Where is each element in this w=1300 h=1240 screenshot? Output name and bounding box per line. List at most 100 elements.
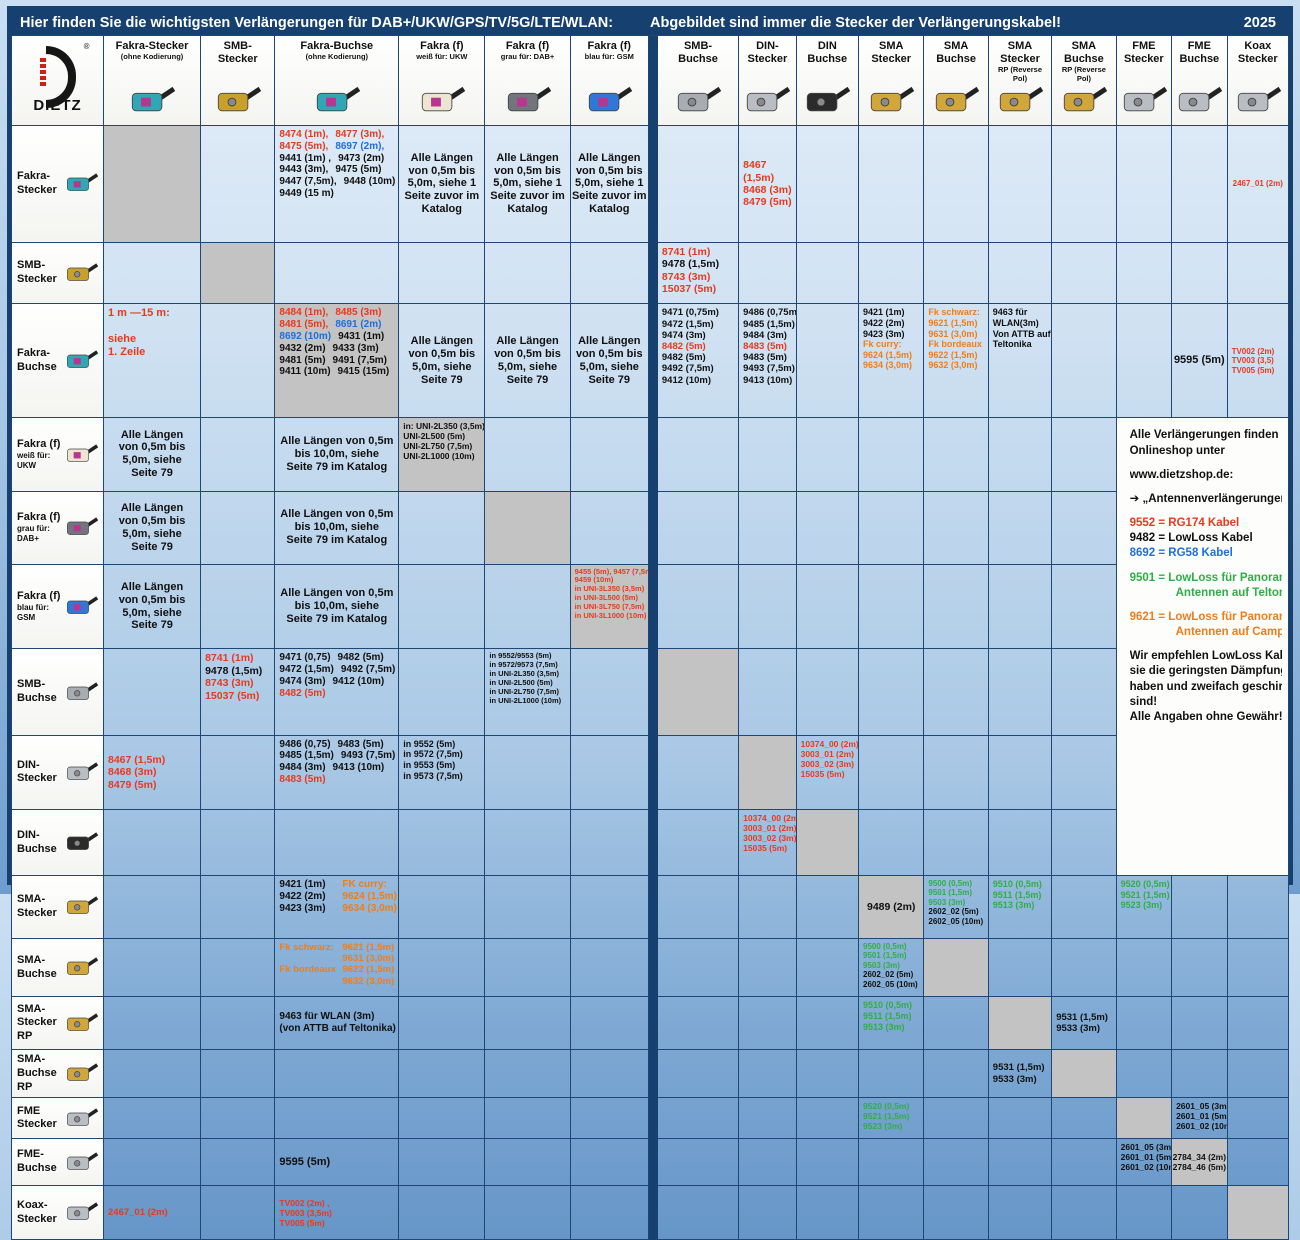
row-label-text: Fakra- Stecker [17, 170, 57, 196]
cell-fme-buchse-x-sma-stecker [859, 1139, 925, 1187]
fme-buchse-row-icon [67, 1152, 98, 1170]
row-label-din-buchse: DIN- Buchse [12, 810, 104, 877]
col-header-label: Koax [1244, 40, 1272, 52]
col-header-sma-stecker: SMA Stecker [859, 36, 925, 126]
col-header-label: Buchse [936, 53, 976, 66]
cell-fakra-buchse-x-smb-stecker [201, 304, 276, 419]
cell-fakra-buchse-x-smb-buchse: 9471 (0,75m) 9472 (1,5m) 9474 (3m) 8482 (5m… [657, 304, 740, 419]
cell-sma-buchse-x-fakra-stecker [104, 938, 202, 998]
fakra-stecker-icon [131, 86, 176, 112]
row-label-text: SMA- Buchse RP [17, 1053, 57, 1093]
cell-fakra-f-gsm-x-smb-stecker [201, 564, 276, 650]
cell-din-stecker-x-fakra-buchse: 9486 (0,75) 9483 (5m) 9485 (1,5m) 9493 (7,5… [275, 735, 400, 811]
info-line: haben und zweifach geschirmt [1129, 680, 1282, 693]
info-line: sie die geringsten Dämpfungen [1129, 665, 1282, 678]
cell-fakra-buchse-x-koax-stecker: TV002 (2m) TV003 (3,5) TV005 (5m) [1227, 304, 1289, 419]
din-stecker-icon [747, 86, 791, 112]
cell-fme-stecker-x-sma-buchse [924, 1098, 989, 1140]
cell-fakra-f-ukw-x-fakra-stecker: Alle Längen von 0,5m bis 5,0m, siehe Seite … [104, 418, 202, 492]
cell-fme-stecker-x-fakra-f-dab [485, 1098, 571, 1140]
cell-fakra-f-dab-x-din-stecker [739, 491, 797, 565]
cell-fme-stecker-x-fakra-stecker [104, 1098, 202, 1140]
col-header-fme-buchse: FME Buchse [1172, 36, 1228, 126]
dietzshop-link[interactable]: www.dietzshop.de: [1129, 468, 1234, 481]
row-label-fakra-buchse: Fakra- Buchse [12, 304, 104, 419]
fme-stecker-row-icon [67, 1108, 98, 1126]
title-right: Abgebildet sind immer die Stecker der Ve… [650, 14, 1061, 31]
cell-fakra-stecker-x-fme-stecker [1116, 126, 1173, 243]
cell-fakra-f-ukw-x-smb-stecker [201, 418, 276, 492]
cell-koax-stecker-x-koax-stecker [1227, 1186, 1289, 1240]
cell-fakra-f-gsm-x-sma-buchse-rp [1052, 564, 1117, 650]
cell-fakra-buchse-x-fakra-buchse: 8484 (1m), 8485 (3m) 8481 (5m), 8691 (2m) 86… [275, 304, 400, 419]
cell-smb-buchse-x-fakra-f-gsm [570, 649, 649, 736]
row-label-smb-stecker: SMB- Stecker [12, 242, 104, 305]
cell-din-stecker-x-din-buchse: 10374_00 (2m) 3003_01 (2m) 3003_02 (3m) 150… [796, 735, 860, 811]
cell-sma-stecker-x-sma-stecker-rp: 9510 (0,5m) 9511 (1,5m) 9513 (3m) [988, 876, 1053, 939]
cell-sma-buchse-rp-x-smb-stecker [201, 1050, 276, 1099]
cell-din-buchse-x-smb-stecker [201, 810, 276, 877]
cell-smb-stecker-x-sma-buchse-rp [1052, 242, 1117, 305]
cell-din-buchse-x-fakra-f-gsm [570, 810, 649, 877]
cell-fakra-f-ukw-x-smb-buchse [657, 418, 740, 492]
sma-buchse-icon [935, 86, 980, 112]
cell-koax-stecker-x-sma-buchse [924, 1186, 989, 1240]
col-header-label: Buchse [678, 53, 718, 66]
cell-fakra-stecker-x-sma-stecker-rp [988, 126, 1053, 243]
cell-din-stecker-x-sma-buchse-rp [1052, 735, 1117, 811]
cell-koax-stecker-x-fme-buchse [1172, 1186, 1228, 1240]
cell-sma-buchse-x-sma-stecker: 9500 (0,5m) 9501 (1,5m) 9503 (3m) 2602_02 (… [859, 938, 925, 998]
cell-fakra-stecker-x-sma-stecker [859, 126, 925, 243]
cell-fme-buchse-x-sma-buchse-rp [1052, 1139, 1117, 1187]
cell-fakra-f-ukw-x-din-buchse [796, 418, 860, 492]
sma-stecker-rp-row-icon [67, 1013, 98, 1031]
cell-fakra-f-ukw-x-sma-stecker-rp [988, 418, 1053, 492]
row-label-text: Fakra- Buchse [17, 347, 57, 373]
fakra-f-ukw-icon [421, 86, 465, 112]
cell-sma-buchse-rp-x-sma-buchse [924, 1050, 989, 1099]
cell-fakra-buchse-x-din-buchse [796, 304, 860, 419]
col-header-label: Fakra (f) [587, 40, 631, 52]
cell-smb-stecker-x-fakra-buchse [275, 242, 400, 305]
cell-sma-buchse-x-fme-buchse [1172, 938, 1228, 998]
cell-sma-stecker-x-fakra-f-dab [485, 876, 571, 939]
cell-din-buchse-x-fakra-buchse [275, 810, 400, 877]
cell-fakra-stecker-x-fakra-f-ukw: Alle Längen von 0,5m bis 5,0m, siehe 1 Seit… [399, 126, 486, 243]
col-header-label: SMA [878, 40, 904, 52]
smb-buchse-icon [677, 86, 722, 112]
cell-smb-buchse-x-smb-stecker: 8741 (1m) 9478 (1,5m) 8743 (3m) 15037 (5m) [201, 649, 276, 736]
cell-fme-stecker-x-sma-stecker: 9520 (0,5m) 9521 (1,5m) 9523 (3m) [859, 1098, 925, 1140]
left-right-divider [648, 36, 658, 1240]
row-label-sma-buchse: SMA- Buchse [12, 938, 104, 998]
cell-koax-stecker-x-din-buchse [796, 1186, 860, 1240]
cell-fme-stecker-x-smb-stecker [201, 1098, 276, 1140]
cell-fakra-f-ukw-x-sma-buchse-rp [1052, 418, 1117, 492]
cell-smb-buchse-x-sma-buchse [924, 649, 989, 736]
cell-sma-stecker-x-din-buchse [796, 876, 860, 939]
cell-fakra-buchse-x-sma-stecker: 9421 (1m) 9422 (2m) 9423 (3m) Fk curry: 9624… [859, 304, 925, 419]
cell-sma-buchse-x-sma-buchse [924, 938, 989, 998]
info-line: sind! [1129, 695, 1158, 708]
sma-buchse-rp-icon [1063, 86, 1107, 112]
cell-fakra-f-gsm-x-din-buchse [796, 564, 860, 650]
cell-fakra-f-dab-x-fakra-stecker: Alle Längen von 0,5m bis 5,0m, siehe Seite … [104, 491, 202, 565]
cell-sma-buchse-rp-x-fme-stecker [1116, 1050, 1173, 1099]
row-label-fakra-f-gsm: Fakra (f) blau für: GSM [12, 564, 104, 650]
col-header-din-stecker: DIN- Stecker [739, 36, 797, 126]
cell-sma-stecker-rp-x-sma-stecker: 9510 (0,5m) 9511 (1,5m) 9513 (3m) [859, 997, 925, 1051]
fakra-f-gsm-row-icon [67, 596, 98, 614]
cell-fakra-stecker-x-fakra-f-dab: Alle Längen von 0,5m bis 5,0m, siehe 1 Seit… [485, 126, 571, 243]
cell-fme-stecker-x-fme-stecker [1116, 1098, 1173, 1140]
cell-sma-buchse-x-smb-buchse [657, 938, 740, 998]
cell-fme-buchse-x-smb-stecker [201, 1139, 276, 1187]
cell-fakra-f-gsm-x-din-stecker [739, 564, 797, 650]
info-line: Antennen auf CamperNet-Router [1175, 626, 1282, 639]
cell-fakra-f-dab-x-sma-buchse [924, 491, 989, 565]
row-label-text: DIN- Buchse [17, 828, 57, 855]
cell-din-buchse-x-fakra-f-ukw [399, 810, 486, 877]
dietz-logo-cell: ® DIETZ [12, 36, 104, 126]
cell-sma-buchse-rp-x-koax-stecker [1227, 1050, 1289, 1099]
cell-fme-stecker-x-din-stecker [739, 1098, 797, 1140]
col-header-label: DIN- [756, 40, 779, 52]
fakra-buchse-icon [316, 86, 360, 112]
